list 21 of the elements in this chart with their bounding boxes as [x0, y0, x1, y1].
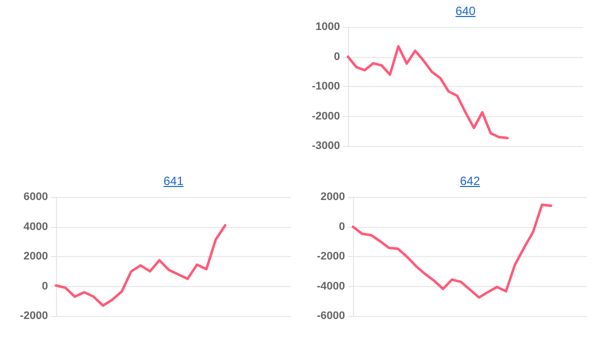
chart-title: 642 [458, 174, 482, 188]
line-series [352, 203, 552, 299]
chart-title: 641 [162, 174, 185, 188]
y-tick-label: -2000 [316, 250, 345, 262]
y-tick-label: -1000 [312, 80, 340, 92]
y-tick-label: 2000 [24, 250, 48, 262]
y-tick-label: -2000 [312, 110, 340, 122]
y-tick-label: 6000 [24, 191, 48, 203]
y-tick-label: 0 [334, 50, 340, 63]
chart-title: 640 [454, 4, 477, 18]
y-tick-label: 0 [42, 280, 48, 292]
line-series [346, 45, 509, 140]
y-tick-label: 1000 [316, 21, 340, 33]
y-tick-label: -6000 [316, 310, 345, 322]
y-tick-label: -2000 [20, 310, 48, 322]
y-tick-label: -3000 [312, 140, 340, 152]
y-tick-label: 4000 [24, 220, 48, 233]
y-tick-label: -4000 [316, 280, 345, 292]
y-tick-label: 2000 [320, 191, 345, 203]
line-series [54, 224, 226, 307]
y-tick-label: 0 [338, 220, 345, 233]
